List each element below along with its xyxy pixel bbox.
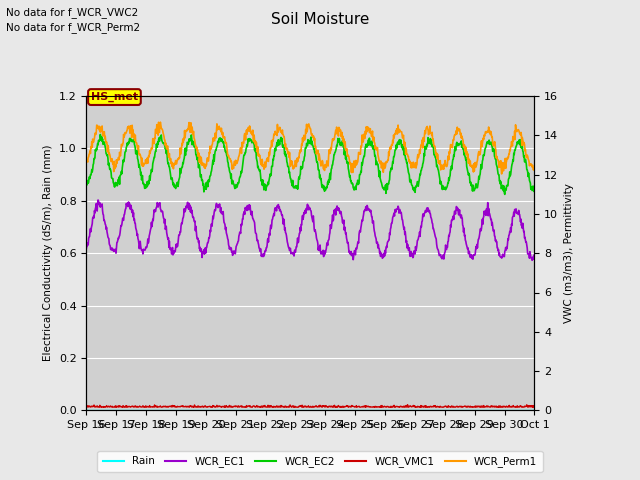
- Legend: Rain, WCR_EC1, WCR_EC2, WCR_VMC1, WCR_Perm1: Rain, WCR_EC1, WCR_EC2, WCR_VMC1, WCR_Pe…: [97, 451, 543, 472]
- Y-axis label: VWC (m3/m3), Permittivity: VWC (m3/m3), Permittivity: [564, 183, 574, 323]
- Text: No data for f_WCR_Perm2: No data for f_WCR_Perm2: [6, 22, 141, 33]
- Text: Soil Moisture: Soil Moisture: [271, 12, 369, 27]
- Text: No data for f_WCR_VWC2: No data for f_WCR_VWC2: [6, 7, 139, 18]
- Text: HS_met: HS_met: [91, 92, 138, 102]
- Y-axis label: Electrical Conductivity (dS/m), Rain (mm): Electrical Conductivity (dS/m), Rain (mm…: [44, 145, 53, 361]
